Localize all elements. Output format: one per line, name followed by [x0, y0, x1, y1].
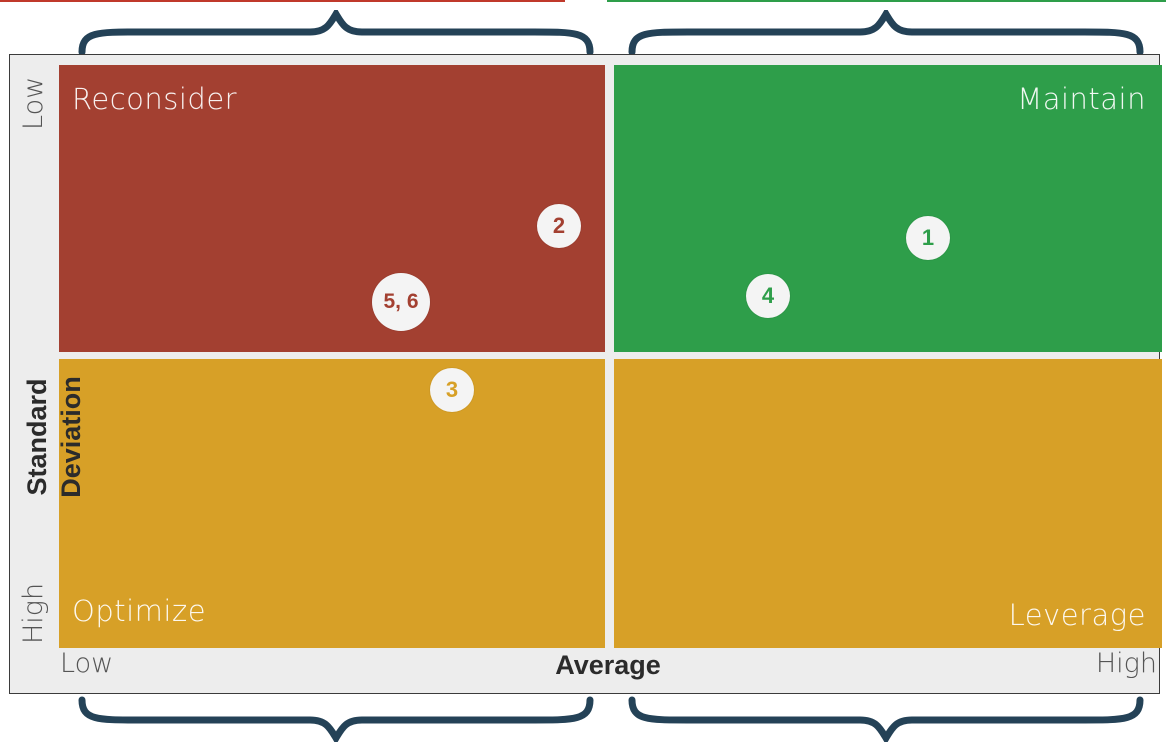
- marker-4: 4: [746, 274, 790, 318]
- marker-5-6-label: 5, 6: [383, 290, 419, 313]
- marker-2: 2: [537, 204, 581, 248]
- x-axis-title: Average: [555, 650, 661, 680]
- quadrant-label-reconsider: Reconsider: [72, 82, 238, 116]
- marker-4-label: 4: [761, 283, 775, 308]
- marker-3: 3: [430, 368, 474, 412]
- x-axis-high-label: High: [1095, 648, 1157, 679]
- y-axis-high-label: High: [18, 582, 49, 644]
- quadrant-maintain: [614, 65, 1162, 352]
- quadrant-label-maintain: Maintain: [1017, 82, 1146, 116]
- quadrant-leverage: [614, 359, 1162, 648]
- marker-3-label: 3: [445, 377, 459, 402]
- marker-1-label: 1: [921, 225, 935, 250]
- y-axis-title: Standard Deviation: [22, 376, 86, 498]
- marker-2-label: 2: [552, 213, 566, 238]
- quadrant-label-leverage: Leverage: [1008, 598, 1146, 632]
- top-right-brace-icon: [628, 10, 1144, 56]
- quadrant-label-optimize: Optimize: [72, 594, 207, 628]
- marker-1: 1: [906, 216, 950, 260]
- bottom-right-brace-icon: [628, 696, 1144, 742]
- top-accent-line-green: [607, 0, 1166, 2]
- x-axis-low-label: Low: [60, 648, 114, 679]
- y-axis-low-label: Low: [18, 76, 49, 130]
- marker-5-6: 5, 6: [372, 273, 430, 331]
- quadrant-reconsider: [59, 65, 605, 352]
- bottom-left-brace-icon: [78, 696, 594, 742]
- quadrant-optimize: [59, 359, 605, 648]
- top-accent-line-red: [0, 0, 565, 2]
- top-left-brace-icon: [78, 10, 594, 56]
